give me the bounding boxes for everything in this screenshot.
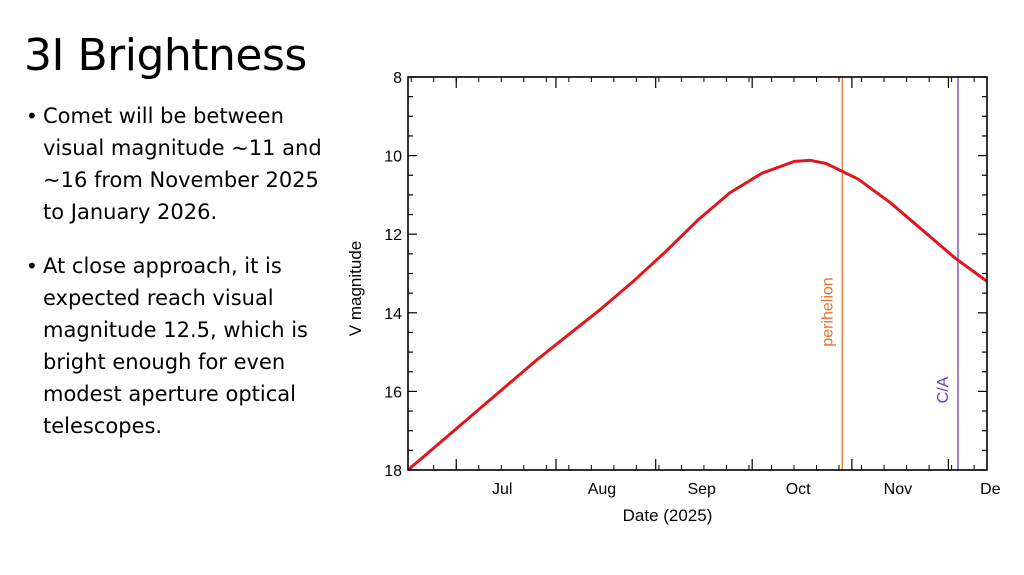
magnitude-chart: 8 10 12 14 16 18 Jul Aug Sep Oct Nov Dec perihelion C… xyxy=(340,60,1000,540)
x-tick-label: Dec xyxy=(980,481,1000,498)
bullet-dot-icon: • xyxy=(26,104,38,128)
y-tick-label: 12 xyxy=(384,227,402,244)
x-tick-label: Jul xyxy=(492,481,512,498)
y-tick-label: 18 xyxy=(384,463,402,480)
annotation-label: perihelion xyxy=(819,277,836,346)
magnitude-chart-svg: 8 10 12 14 16 18 Jul Aug Sep Oct Nov Dec perihelion C… xyxy=(346,70,1000,525)
annotation-label: C/A xyxy=(935,376,952,403)
x-tick-label: Oct xyxy=(786,481,811,498)
x-axis-label: Date (2025) xyxy=(623,506,713,525)
y-tick-label: 16 xyxy=(384,384,402,401)
y-tick-label: 14 xyxy=(384,306,402,323)
x-tick-label: Aug xyxy=(588,481,616,498)
plot-frame xyxy=(407,76,988,471)
bullet-dot-icon: • xyxy=(26,254,38,278)
y-tick-label: 10 xyxy=(384,149,402,166)
bullet-text: Comet will be between visual magnitude ~… xyxy=(43,104,322,224)
bullet-item: • At close approach, it is expected reac… xyxy=(24,250,324,442)
bullet-list: • Comet will be between visual magnitude… xyxy=(24,100,324,464)
magnitude-curve xyxy=(408,158,987,470)
bullet-text: At close approach, it is expected reach … xyxy=(43,254,309,438)
bullet-item: • Comet will be between visual magnitude… xyxy=(24,100,324,228)
x-tick-label: Sep xyxy=(687,481,716,498)
y-axis-label: V magnitude xyxy=(346,241,365,336)
slide-title: 3I Brightness xyxy=(24,30,307,81)
y-tick-label: 8 xyxy=(393,70,402,87)
x-tick-label: Nov xyxy=(884,481,912,498)
